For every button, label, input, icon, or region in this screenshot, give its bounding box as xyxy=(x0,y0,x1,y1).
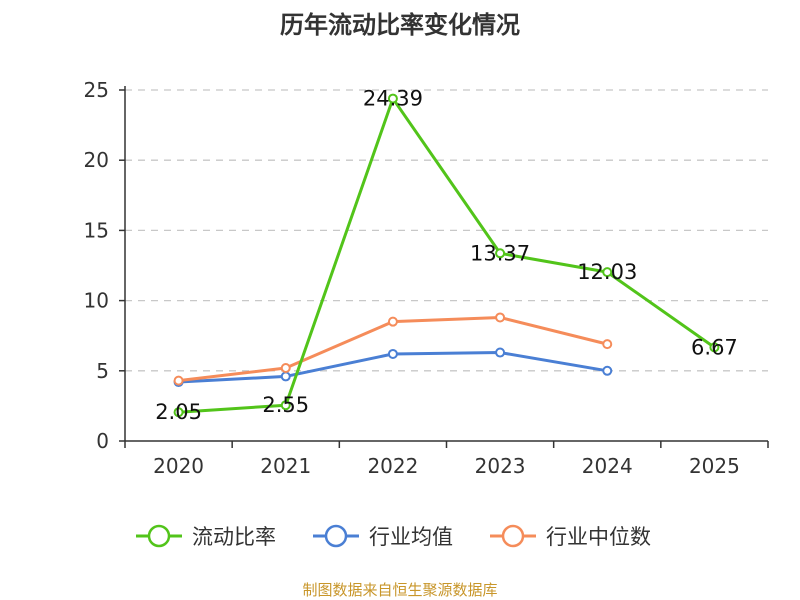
x-tick-label: 2022 xyxy=(367,454,418,478)
data-point xyxy=(602,365,613,376)
y-tick-label: 15 xyxy=(84,218,109,242)
data-point xyxy=(387,348,398,359)
legend-marker xyxy=(501,524,525,548)
data-point xyxy=(709,342,720,353)
y-tick-label: 5 xyxy=(96,359,109,383)
x-tick-label: 2021 xyxy=(260,454,311,478)
data-label: 12.03 xyxy=(577,260,637,284)
data-point xyxy=(495,347,506,358)
data-point xyxy=(602,339,613,350)
data-point xyxy=(280,400,291,411)
data-point xyxy=(173,375,184,386)
data-point xyxy=(387,316,398,327)
gridlines xyxy=(125,89,768,372)
x-tick-label: 2025 xyxy=(689,454,740,478)
chart-title: 历年流动比率变化情况 xyxy=(280,11,520,39)
data-labels: 2.05 2.55 24.39 13.37 12.03 6.67 xyxy=(155,87,738,425)
y-tick-label: 10 xyxy=(84,289,109,313)
data-label: 2.05 xyxy=(155,400,202,424)
data-label: 13.37 xyxy=(470,241,530,265)
legend-label: 流动比率 xyxy=(192,525,276,549)
data-label: 24.39 xyxy=(363,87,423,111)
series-line-0 xyxy=(178,97,716,414)
data-point xyxy=(173,407,184,418)
y-tick-label: 25 xyxy=(84,78,109,102)
legend-marker xyxy=(324,524,348,548)
data-label: 6.67 xyxy=(691,335,738,359)
data-point xyxy=(280,362,291,373)
data-point xyxy=(495,312,506,323)
x-tick-label: 2020 xyxy=(153,454,204,478)
x-tick-label: 2023 xyxy=(475,454,526,478)
legend-label: 行业中位数 xyxy=(546,525,651,549)
data-point xyxy=(387,93,398,104)
data-point xyxy=(495,248,506,259)
legend-label: 行业均值 xyxy=(369,525,453,549)
y-tick-label: 20 xyxy=(84,148,109,172)
legend: 流动比率 行业均值 行业中位数 xyxy=(136,524,651,549)
data-point xyxy=(602,267,613,278)
source-note: 制图数据来自恒生聚源数据库 xyxy=(302,581,497,599)
y-tick-label: 0 xyxy=(96,429,109,453)
series-layer xyxy=(173,93,720,418)
data-label: 2.55 xyxy=(262,393,309,417)
legend-marker xyxy=(147,524,171,548)
data-point xyxy=(280,371,291,382)
x-tick-label: 2024 xyxy=(582,454,633,478)
